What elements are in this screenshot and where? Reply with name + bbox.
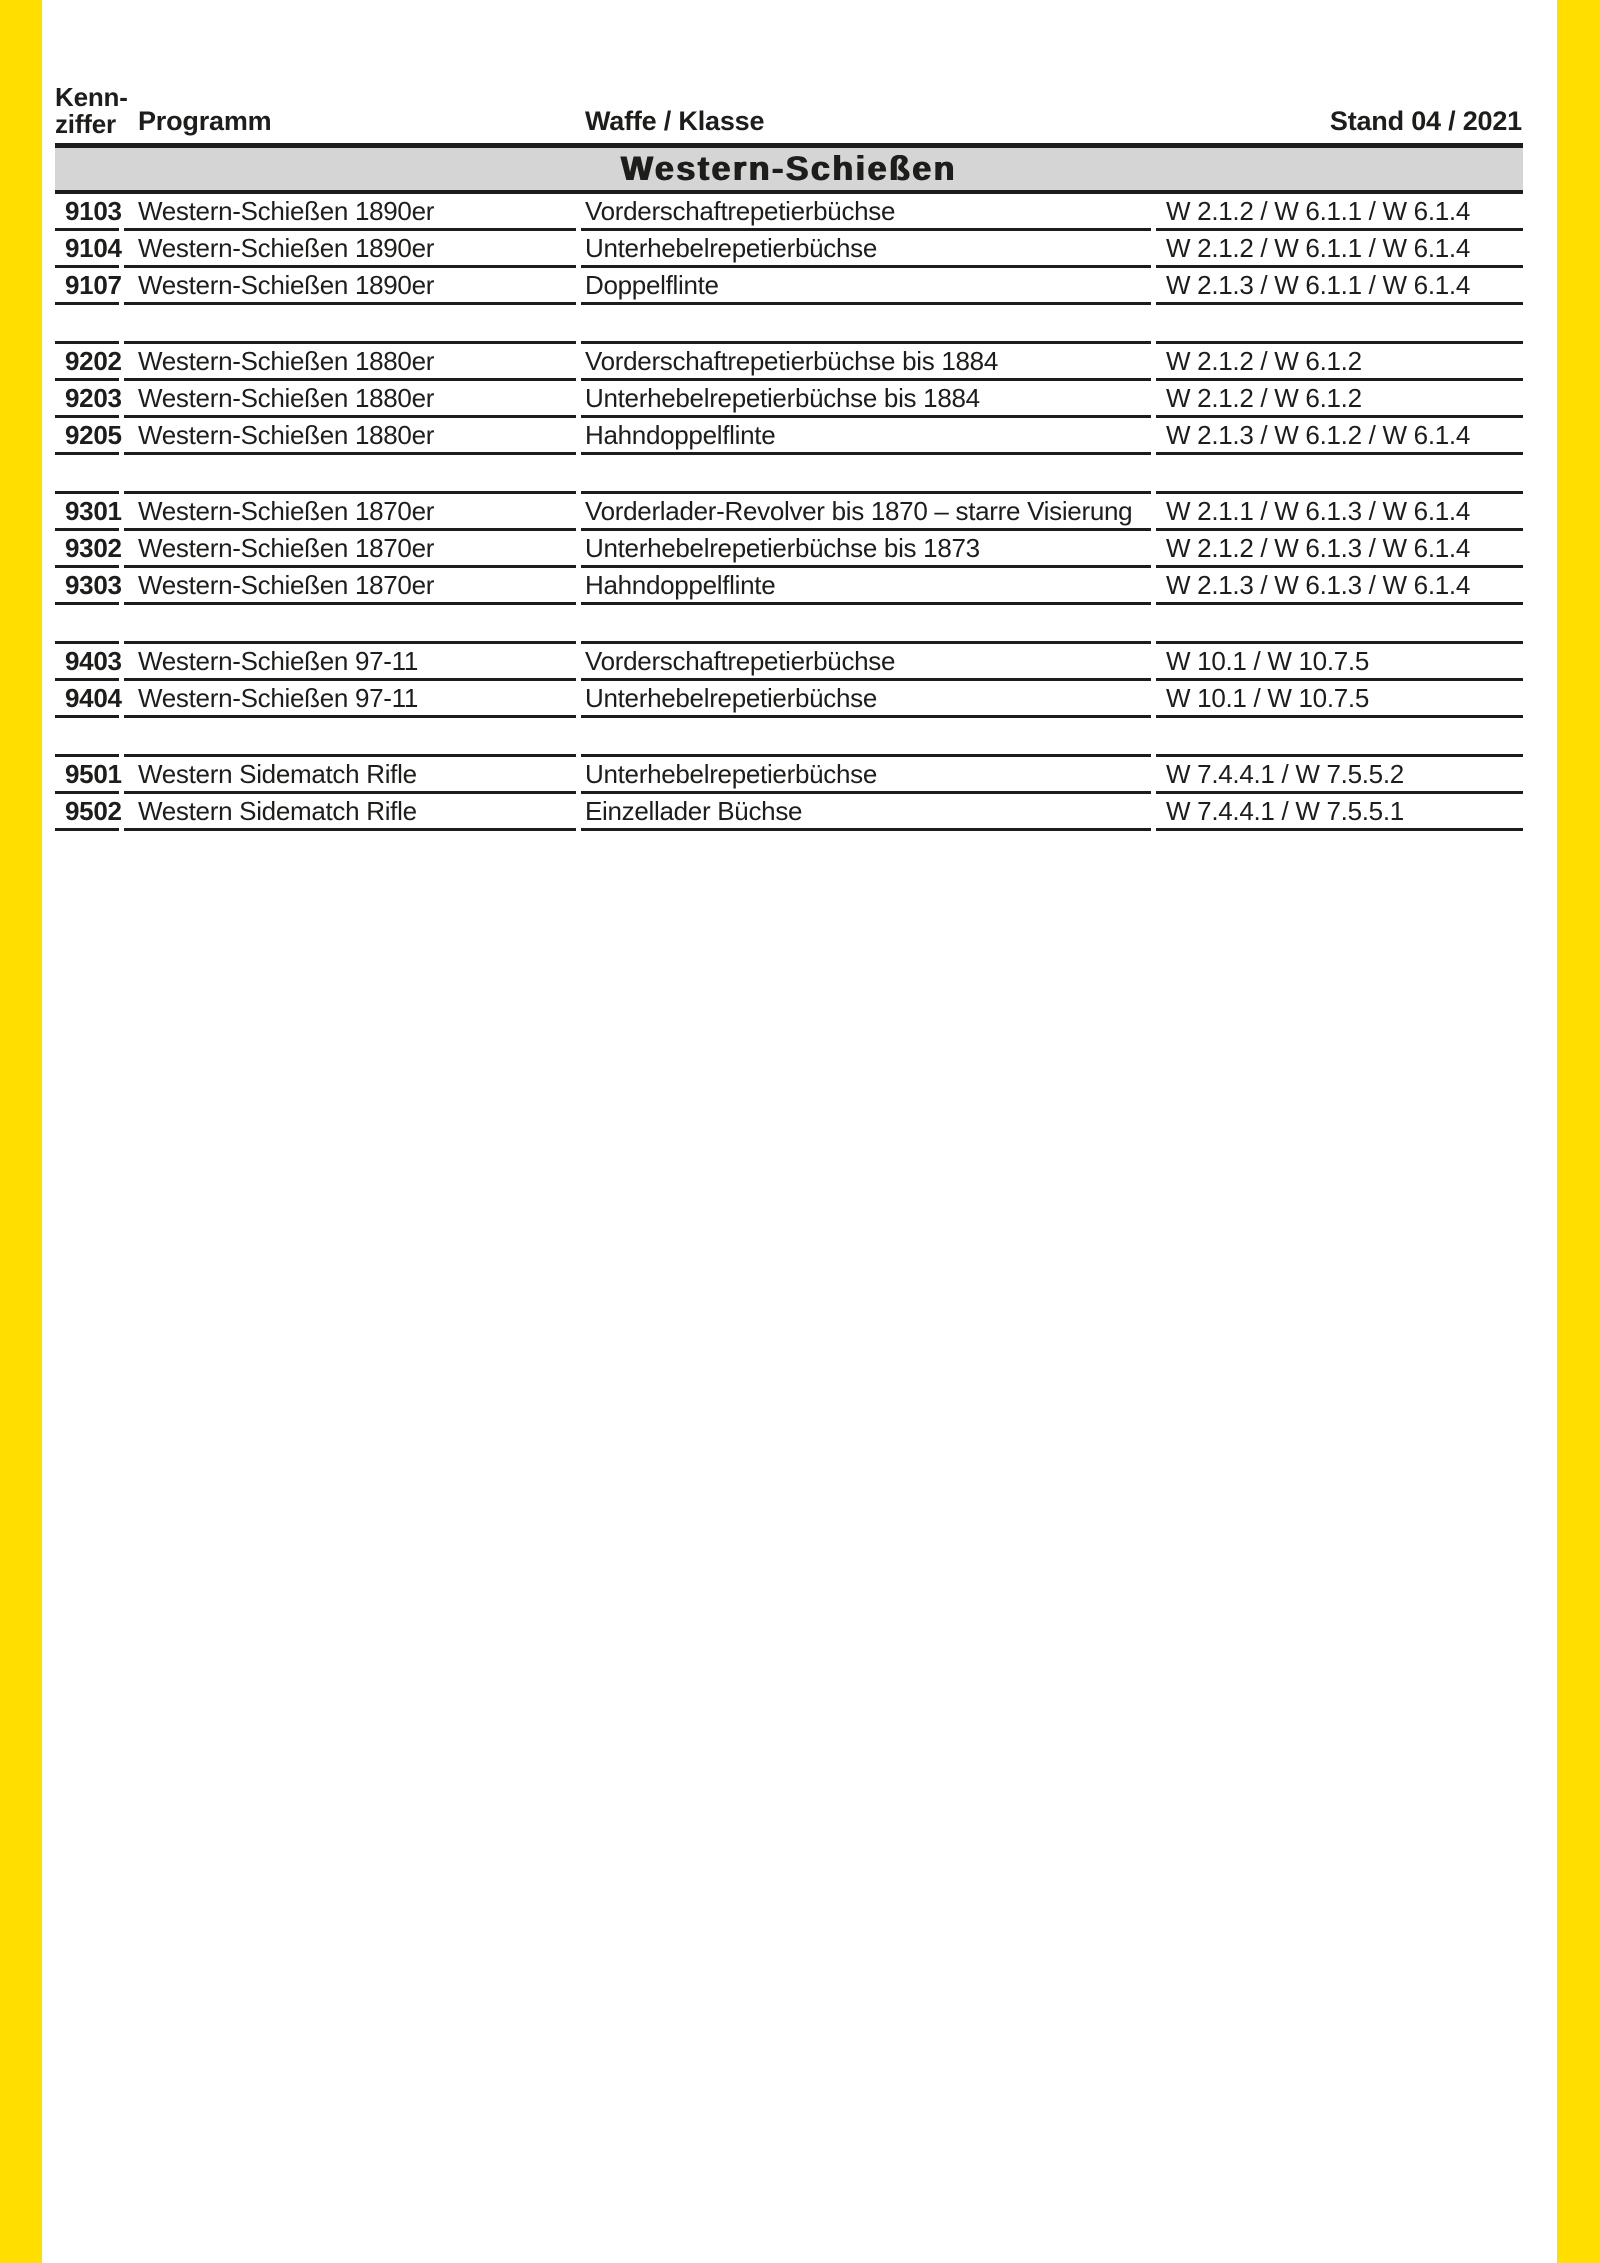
header-waffe-klasse: Waffe / Klasse (585, 106, 765, 137)
table-row: 9303 Western-Schießen 1870er Hahndoppelf… (55, 568, 1523, 606)
header-kennziffer-line2: ziffer (55, 108, 116, 139)
waffe-cell: Vorderschaftrepetierbüchse (581, 194, 1151, 232)
waffe-cell: Doppelflinte (581, 268, 1151, 306)
waffe-cell: Hahndoppelflinte (581, 568, 1151, 606)
klasse-cell: W 2.1.2 / W 6.1.3 / W 6.1.4 (1156, 531, 1523, 569)
klasse-cell: W 10.1 / W 10.7.5 (1156, 641, 1523, 682)
programm-cell: Western-Schießen 1880er (124, 341, 576, 382)
waffe-cell: Unterhebelrepetierbüchse (581, 681, 1151, 719)
programm-cell: Western Sidematch Rifle (124, 794, 576, 832)
klasse-cell: W 2.1.3 / W 6.1.2 / W 6.1.4 (1156, 418, 1523, 456)
kennziffer-cell: 9107 (55, 268, 122, 306)
programm-cell: Western-Schießen 1880er (124, 418, 576, 456)
klasse-cell: W 2.1.2 / W 6.1.2 (1156, 381, 1523, 419)
kennziffer-cell: 9303 (55, 568, 122, 606)
table-header: Kenn- ziffer Programm Waffe / Klasse Sta… (55, 84, 1523, 141)
header-kennziffer-line1: Kenn- (55, 82, 128, 112)
waffe-cell: Vorderlader-Revolver bis 1870 – starre V… (581, 491, 1151, 532)
row-group: 9301 Western-Schießen 1870er Vorderlader… (55, 491, 1523, 606)
programm-cell: Western-Schießen 1890er (124, 268, 576, 306)
row-group: 9501 Western Sidematch Rifle Unterhebelr… (55, 754, 1523, 832)
waffe-cell: Einzellader Büchse (581, 794, 1151, 832)
klasse-cell: W 2.1.1 / W 6.1.3 / W 6.1.4 (1156, 491, 1523, 532)
programm-cell: Western-Schießen 97-11 (124, 641, 576, 682)
programm-cell: Western-Schießen 97-11 (124, 681, 576, 719)
table-row: 9202 Western-Schießen 1880er Vorderschaf… (55, 341, 1523, 382)
klasse-cell: W 2.1.2 / W 6.1.2 (1156, 341, 1523, 382)
programm-cell: Western-Schießen 1880er (124, 381, 576, 419)
klasse-cell: W 7.4.4.1 / W 7.5.5.2 (1156, 754, 1523, 795)
document-content: Kenn- ziffer Programm Waffe / Klasse Sta… (55, 84, 1523, 832)
header-programm: Programm (138, 106, 272, 137)
kennziffer-cell: 9104 (55, 231, 122, 269)
table-row: 9203 Western-Schießen 1880er Unterhebelr… (55, 381, 1523, 419)
row-group: 9202 Western-Schießen 1880er Vorderschaf… (55, 341, 1523, 456)
waffe-cell: Vorderschaftrepetierbüchse (581, 641, 1151, 682)
table-row: 9404 Western-Schießen 97-11 Unterhebelre… (55, 681, 1523, 719)
table-row: 9205 Western-Schießen 1880er Hahndoppelf… (55, 418, 1523, 456)
klasse-cell: W 2.1.3 / W 6.1.3 / W 6.1.4 (1156, 568, 1523, 606)
table-row: 9501 Western Sidematch Rifle Unterhebelr… (55, 754, 1523, 795)
waffe-cell: Unterhebelrepetierbüchse (581, 231, 1151, 269)
waffe-cell: Hahndoppelflinte (581, 418, 1151, 456)
row-group: 9103 Western-Schießen 1890er Vorderschaf… (55, 194, 1523, 306)
header-stand: Stand 04 / 2021 (1329, 106, 1522, 137)
klasse-cell: W 7.4.4.1 / W 7.5.5.1 (1156, 794, 1523, 832)
table-row: 9107 Western-Schießen 1890er Doppelflint… (55, 268, 1523, 306)
klasse-cell: W 2.1.3 / W 6.1.1 / W 6.1.4 (1156, 268, 1523, 306)
section-title: Western-Schießen (620, 150, 957, 189)
kennziffer-cell: 9501 (55, 754, 122, 795)
kennziffer-cell: 9203 (55, 381, 122, 419)
kennziffer-cell: 9202 (55, 341, 122, 382)
klasse-cell: W 10.1 / W 10.7.5 (1156, 681, 1523, 719)
table-row: 9301 Western-Schießen 1870er Vorderlader… (55, 491, 1523, 532)
table-row: 9104 Western-Schießen 1890er Unterhebelr… (55, 231, 1523, 269)
left-yellow-stripe (0, 0, 42, 2263)
kennziffer-cell: 9302 (55, 531, 122, 569)
waffe-cell: Unterhebelrepetierbüchse (581, 754, 1151, 795)
table-row: 9502 Western Sidematch Rifle Einzellader… (55, 794, 1523, 832)
programm-cell: Western-Schießen 1890er (124, 194, 576, 232)
kennziffer-cell: 9301 (55, 491, 122, 532)
programm-cell: Western-Schießen 1870er (124, 491, 576, 532)
waffe-cell: Unterhebelrepetierbüchse bis 1873 (581, 531, 1151, 569)
right-yellow-stripe (1557, 0, 1600, 2263)
waffe-cell: Vorderschaftrepetierbüchse bis 1884 (581, 341, 1151, 382)
table-row: 9302 Western-Schießen 1870er Unterhebelr… (55, 531, 1523, 569)
kennziffer-cell: 9502 (55, 794, 122, 832)
table-row: 9403 Western-Schießen 97-11 Vorderschaft… (55, 641, 1523, 682)
kennziffer-cell: 9404 (55, 681, 122, 719)
header-kennziffer: Kenn- ziffer (55, 84, 128, 141)
kennziffer-cell: 9103 (55, 194, 122, 232)
table-row: 9103 Western-Schießen 1890er Vorderschaf… (55, 194, 1523, 232)
table-body: 9103 Western-Schießen 1890er Vorderschaf… (55, 194, 1523, 832)
section-banner: Western-Schießen (55, 143, 1523, 195)
programm-cell: Western-Schießen 1870er (124, 531, 576, 569)
waffe-cell: Unterhebelrepetierbüchse bis 1884 (581, 381, 1151, 419)
klasse-cell: W 2.1.2 / W 6.1.1 / W 6.1.4 (1156, 194, 1523, 232)
kennziffer-cell: 9403 (55, 641, 122, 682)
row-group: 9403 Western-Schießen 97-11 Vorderschaft… (55, 641, 1523, 719)
programm-cell: Western-Schießen 1870er (124, 568, 576, 606)
programm-cell: Western Sidematch Rifle (124, 754, 576, 795)
kennziffer-cell: 9205 (55, 418, 122, 456)
programm-cell: Western-Schießen 1890er (124, 231, 576, 269)
klasse-cell: W 2.1.2 / W 6.1.1 / W 6.1.4 (1156, 231, 1523, 269)
